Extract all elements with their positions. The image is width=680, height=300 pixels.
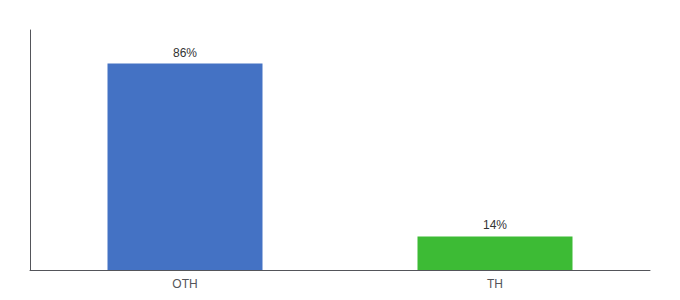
svg-text:TH: TH (487, 277, 503, 291)
svg-text:14%: 14% (483, 218, 507, 232)
svg-text:86%: 86% (173, 46, 197, 60)
svg-text:OTH: OTH (172, 277, 197, 291)
